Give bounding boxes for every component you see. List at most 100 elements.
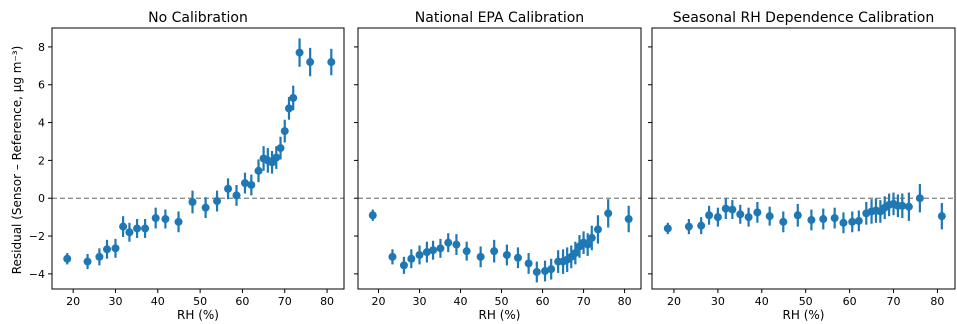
data-point (490, 247, 499, 256)
y-tick-label: −2 (29, 230, 45, 243)
x-tick-label: 50 (799, 295, 813, 308)
data-point (663, 224, 672, 233)
x-tick-label: 70 (887, 295, 901, 308)
plot-frame (357, 27, 642, 290)
data-point (429, 246, 438, 255)
plot-frame (51, 27, 345, 290)
data-point (289, 93, 298, 102)
data-point (819, 215, 828, 224)
data-point (854, 216, 863, 225)
x-tick-label: 80 (320, 295, 334, 308)
data-point (583, 240, 592, 249)
y-tick-label: 4 (38, 117, 45, 130)
data-point (593, 225, 602, 234)
y-tick-label: 6 (38, 79, 45, 92)
data-point (213, 197, 222, 206)
x-tick-label: 20 (372, 295, 386, 308)
x-tick-label: 50 (193, 295, 207, 308)
data-point (133, 224, 142, 233)
data-point (103, 245, 112, 254)
y-tick-label: 2 (38, 154, 45, 167)
x-axis-label: RH (%) (783, 308, 825, 322)
data-point (807, 215, 816, 224)
data-point (284, 104, 293, 113)
x-tick-label: 80 (930, 295, 944, 308)
data-point (295, 48, 304, 57)
x-tick-label: 20 (667, 295, 681, 308)
x-tick-label: 80 (618, 295, 632, 308)
data-point (904, 202, 913, 211)
data-point (513, 253, 522, 262)
x-tick-label: 40 (151, 295, 165, 308)
data-point (224, 184, 233, 193)
panel-title: National EPA Calibration (415, 10, 584, 26)
data-point (937, 212, 946, 221)
panel-title: No Calibration (148, 10, 248, 26)
panel-1: No Calibration 20 30 40 50 60 70 80 −4 −2 0 2 4 6 8 RH … (29, 10, 345, 322)
x-axis-label: RH (%) (177, 308, 219, 322)
panel-2: National EPA Calibration 20 30 40 50 60 70 80 RH… (354, 10, 642, 322)
data-point (306, 58, 315, 67)
x-tick-label: 60 (536, 295, 550, 308)
data-point (587, 233, 596, 242)
y-tick-label: −4 (29, 268, 45, 281)
x-tick-label: 30 (413, 295, 427, 308)
y-axis-label: Residual (Sensor – Reference, µg m⁻³) (10, 46, 24, 275)
data-point (736, 210, 745, 219)
data-point (604, 209, 613, 218)
data-point (744, 213, 753, 222)
y-tick-label: 0 (38, 192, 45, 205)
data-point (272, 153, 281, 162)
data-point (476, 252, 485, 261)
data-point (247, 180, 256, 189)
data-point (415, 250, 424, 259)
x-tick-label: 40 (454, 295, 468, 308)
data-point (161, 215, 170, 224)
data-point (753, 208, 762, 217)
y-tick-label: 8 (38, 41, 45, 54)
data-point (111, 244, 120, 253)
data-point (697, 221, 706, 230)
data-point (502, 250, 511, 259)
data-point (848, 217, 857, 226)
data-point (388, 252, 397, 261)
data-point (547, 265, 556, 274)
data-point (830, 214, 839, 223)
x-tick-label: 60 (235, 295, 249, 308)
data-point (624, 215, 633, 224)
data-point (915, 194, 924, 203)
data-point (83, 257, 92, 266)
data-point (232, 191, 241, 200)
plot-frame (651, 27, 956, 290)
data-point (721, 204, 730, 213)
data-point (793, 211, 802, 220)
data-point (444, 238, 453, 247)
x-tick-label: 20 (66, 295, 80, 308)
x-tick-label: 30 (711, 295, 725, 308)
data-point (765, 212, 774, 221)
data-point (151, 214, 160, 223)
data-point (280, 127, 289, 136)
data-point (188, 198, 197, 206)
x-tick-label: 70 (278, 295, 292, 308)
panel-3: Seasonal RH Dependence Calibration 20 30 40… (648, 10, 956, 322)
data-point (728, 205, 737, 214)
data-point (141, 224, 150, 233)
data-point (201, 203, 210, 212)
data-point (452, 240, 461, 249)
data-point (422, 248, 431, 257)
data-point (839, 218, 848, 227)
data-point (407, 254, 416, 263)
panel-title: Seasonal RH Dependence Calibration (673, 10, 935, 26)
data-point (174, 217, 183, 226)
data-point (327, 58, 336, 67)
data-point (779, 217, 788, 226)
x-tick-label: 30 (108, 295, 122, 308)
data-point (63, 254, 72, 263)
data-point (399, 261, 408, 270)
x-axis-label: RH (%) (479, 308, 521, 322)
data-point (462, 247, 471, 256)
data-point (368, 211, 377, 220)
data-point (571, 249, 580, 258)
